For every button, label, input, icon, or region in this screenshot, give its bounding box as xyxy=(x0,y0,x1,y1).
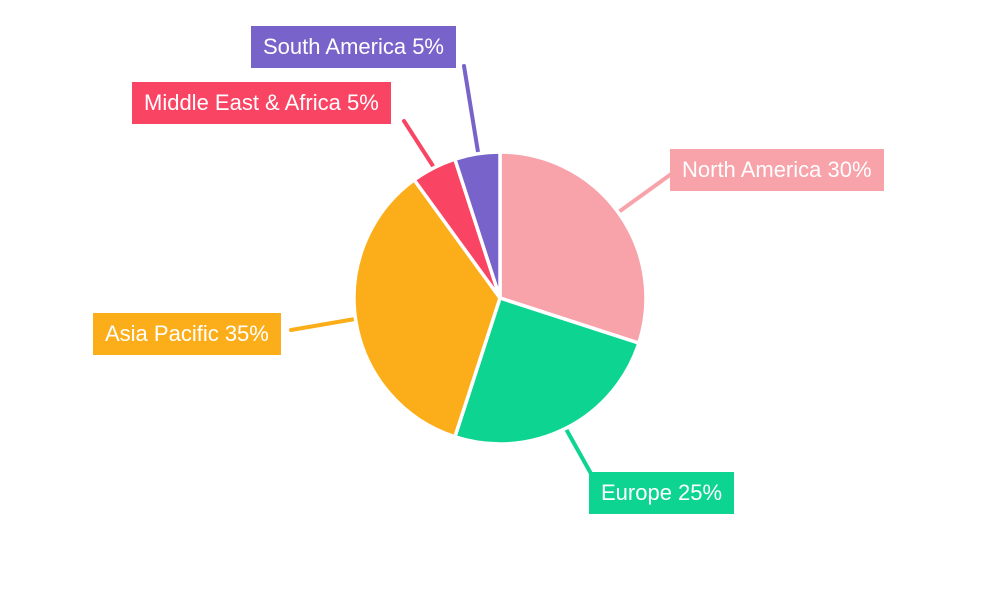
pie-slice-europe[interactable] xyxy=(453,296,641,446)
pie-slice-north-america[interactable] xyxy=(498,150,648,345)
slice-label-north-america[interactable]: North America 30% xyxy=(670,149,884,191)
pie-slice-asia-pacific[interactable] xyxy=(352,178,502,439)
leader-line-north-america xyxy=(618,170,676,213)
slice-label-south-america[interactable]: South America 5% xyxy=(251,26,456,68)
slice-label-middle-east-africa[interactable]: Middle East & Africa 5% xyxy=(132,82,391,124)
pie-slice-south-america[interactable] xyxy=(453,150,502,300)
leader-line-asia-pacific xyxy=(289,317,357,332)
slice-label-europe[interactable]: Europe 25% xyxy=(589,472,735,514)
leader-line-south-america xyxy=(462,64,480,154)
leader-line-middle-east-africa xyxy=(402,119,435,168)
leader-line-europe xyxy=(564,427,596,481)
slice-label-asia-pacific[interactable]: Asia Pacific 35% xyxy=(93,313,281,355)
